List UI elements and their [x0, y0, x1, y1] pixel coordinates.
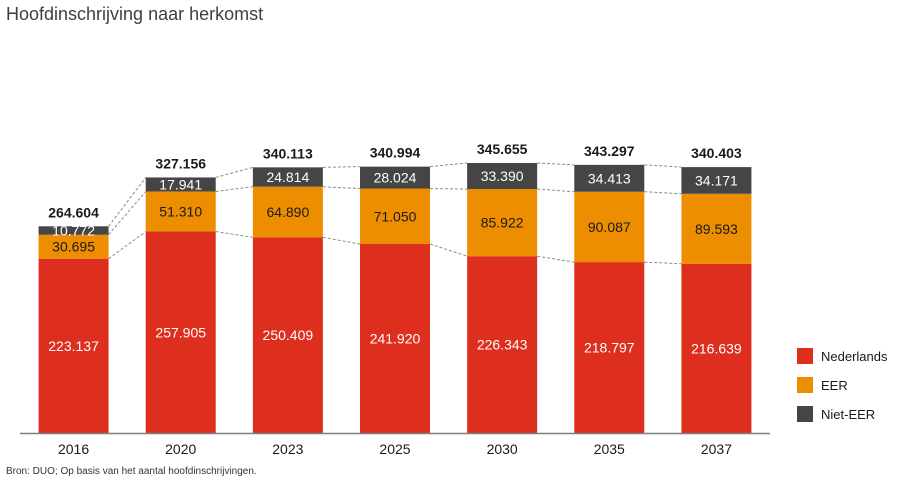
connector-line [322, 236, 361, 245]
segment-value-label: 17.941 [159, 176, 202, 192]
segment-value-label: 226.343 [477, 337, 528, 353]
bar-segment-eer [38, 234, 109, 259]
bar-segment-nederlands [252, 237, 323, 433]
chart-title: Hoofdinschrijving naar herkomst [6, 4, 264, 24]
segment-value-label: 216.639 [691, 340, 742, 356]
bar-segment-nederlands [38, 258, 109, 433]
connector-line [108, 177, 147, 227]
legend-swatch-niet-eer [797, 406, 813, 422]
bar-segment-nederlands [145, 231, 216, 433]
connector-line [108, 191, 147, 236]
legend-swatch-nederlands [797, 348, 813, 364]
legend-swatch-eer [797, 377, 813, 393]
segment-value-label: 51.310 [159, 204, 202, 220]
segment-value-label: 64.890 [266, 204, 309, 220]
connector-line [429, 243, 468, 257]
legend-label: Niet-EER [821, 407, 875, 422]
bar-segment-niet-eer [681, 167, 752, 194]
bar-segment-niet-eer [252, 167, 323, 187]
x-axis-tick-labels: 2016 2020 2023 2025 2030 2035 2037 [58, 441, 732, 457]
bar-segment-eer [574, 191, 645, 263]
segment-value-label: 85.922 [481, 215, 524, 231]
x-tick-label: 2030 [487, 441, 518, 457]
segment-value-label: 10.772 [52, 223, 95, 239]
segment-value-label: 24.814 [266, 169, 309, 185]
segment-value-label: 34.413 [588, 170, 631, 186]
x-tick-label: 2037 [701, 441, 732, 457]
segment-value-label: 241.920 [370, 331, 421, 347]
segment-value-label: 33.390 [481, 168, 524, 184]
segment-value-label: 71.050 [374, 208, 417, 224]
source-note: Bron: DUO; Op basis van het aantal hoofd… [6, 466, 257, 477]
segment-value-label: 34.171 [695, 172, 738, 188]
connector-line [429, 162, 468, 168]
total-value-label: 264.604 [48, 204, 99, 220]
bar-segment-niet-eer [467, 163, 538, 190]
connector-line [215, 186, 253, 192]
x-tick-label: 2025 [379, 441, 410, 457]
bar-segment-nederlands [681, 263, 752, 433]
connector-line [537, 188, 575, 193]
segment-value-label: 257.905 [155, 324, 206, 340]
bar-segment-niet-eer [38, 226, 109, 235]
x-tick-label: 2035 [594, 441, 625, 457]
total-value-label: 327.156 [155, 155, 206, 171]
connector-lines [108, 162, 682, 265]
connector-line [322, 186, 361, 190]
connector-line [215, 231, 253, 238]
legend-label: Nederlands [821, 349, 888, 364]
segment-value-label: 218.797 [584, 340, 635, 356]
connector-line [215, 166, 253, 178]
bar-segment-nederlands [574, 262, 645, 433]
total-value-label: 340.403 [691, 145, 742, 161]
bar-segment-niet-eer [360, 166, 430, 189]
bar-segment-niet-eer [145, 177, 216, 192]
segment-value-label: 90.087 [588, 219, 631, 235]
total-value-label: 343.297 [584, 143, 635, 159]
connector-line [322, 166, 361, 168]
x-tick-label: 2023 [272, 441, 303, 457]
total-value-label: 340.113 [263, 145, 313, 161]
bar-segment-eer [145, 191, 216, 232]
connector-line [429, 188, 468, 190]
total-value-label: 345.655 [477, 141, 528, 157]
connector-line [644, 164, 682, 168]
connector-line [644, 191, 682, 195]
connector-line [537, 162, 575, 166]
bar-group [38, 163, 752, 433]
bar-segment-nederlands [360, 244, 430, 433]
bar-segment-eer [467, 189, 538, 257]
segment-value-label: 89.593 [695, 221, 738, 237]
legend: Nederlands EER Niet-EER [797, 348, 888, 422]
connector-line [644, 261, 682, 265]
x-tick-label: 2016 [58, 441, 89, 457]
bar-segment-eer [360, 188, 430, 245]
bar-segment-nederlands [467, 256, 538, 433]
bar-segment-niet-eer [574, 164, 645, 192]
segment-value-label: 223.137 [48, 338, 99, 354]
segment-value-label: 250.409 [263, 327, 314, 343]
bar-segment-eer [681, 193, 752, 264]
segment-value-label: 28.024 [374, 170, 417, 186]
connector-line [537, 255, 575, 263]
legend-label: EER [821, 378, 848, 393]
segment-value-label: 30.695 [52, 239, 95, 255]
total-value-label: 340.994 [370, 145, 421, 161]
x-tick-label: 2020 [165, 441, 196, 457]
connector-line [108, 231, 147, 260]
bar-segment-eer [252, 186, 323, 238]
